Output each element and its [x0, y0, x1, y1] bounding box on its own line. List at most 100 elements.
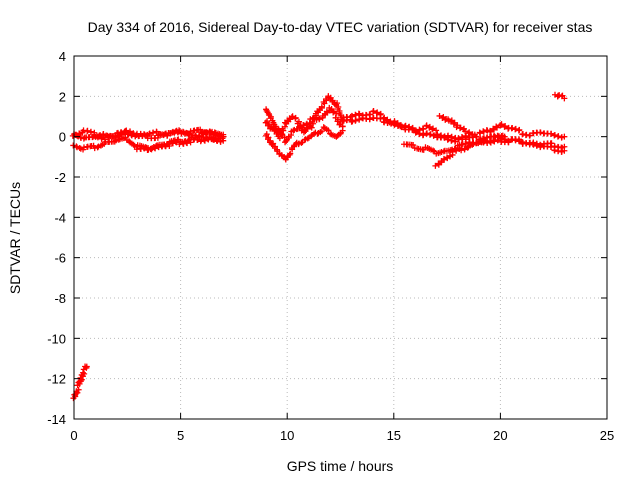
data-point	[462, 128, 469, 135]
data-point	[493, 123, 500, 130]
series-segment	[262, 93, 346, 142]
data-point	[119, 130, 126, 137]
chart-title: Day 334 of 2016, Sidereal Day-to-day VTE…	[88, 19, 593, 35]
data-point	[441, 133, 448, 140]
data-point	[561, 95, 568, 102]
x-tick-label: 5	[177, 428, 184, 443]
data-point	[75, 386, 82, 393]
data-point	[153, 128, 160, 135]
data-point	[220, 133, 227, 140]
data-point	[112, 134, 119, 141]
x-axis-label: GPS time / hours	[287, 458, 394, 474]
data-point	[483, 127, 490, 134]
y-tick-label: -8	[54, 291, 66, 306]
data-point	[79, 369, 86, 376]
data-point	[461, 145, 468, 152]
data-point	[323, 108, 330, 115]
data-point	[561, 133, 568, 140]
data-point	[325, 127, 332, 134]
data-point	[419, 132, 426, 139]
data-point	[303, 121, 310, 128]
y-tick-label: -10	[47, 331, 66, 346]
data-point	[91, 132, 98, 139]
data-point	[76, 145, 83, 152]
series-segment	[436, 112, 478, 139]
data-point	[409, 126, 416, 133]
data-point	[115, 132, 122, 139]
data-point	[286, 151, 293, 158]
data-point	[561, 147, 568, 154]
data-point	[298, 139, 305, 146]
data-point	[558, 134, 565, 141]
x-tick-label: 0	[70, 428, 77, 443]
data-point	[292, 115, 299, 122]
y-tick-label: 4	[59, 49, 66, 64]
data-point	[501, 133, 508, 140]
data-point	[419, 125, 426, 132]
data-point	[339, 127, 346, 134]
data-point	[94, 144, 101, 151]
data-points	[69, 91, 568, 402]
data-point	[318, 103, 325, 110]
y-tick-label: -4	[54, 210, 66, 225]
y-axis-label: SDTVAR / TECUs	[7, 182, 23, 294]
plot-frame	[73, 55, 608, 420]
data-point	[430, 147, 437, 154]
data-point	[70, 142, 77, 149]
data-point	[318, 128, 325, 135]
data-point	[290, 127, 297, 134]
data-point	[94, 134, 101, 141]
data-point	[497, 122, 504, 129]
data-point	[91, 145, 98, 152]
y-tick-label: 2	[59, 89, 66, 104]
data-point	[288, 114, 295, 121]
data-point	[275, 133, 282, 140]
data-point	[547, 144, 554, 151]
data-point	[442, 116, 449, 123]
data-point	[74, 144, 81, 151]
data-point	[515, 127, 522, 134]
data-point	[429, 126, 436, 133]
data-point	[435, 160, 442, 167]
data-point	[123, 127, 130, 134]
data-point	[490, 126, 497, 133]
data-point	[387, 120, 394, 127]
y-tick-label: -6	[54, 251, 66, 266]
data-point	[262, 119, 269, 126]
x-tick-label: 20	[493, 428, 507, 443]
series-segment	[69, 126, 227, 143]
data-point	[490, 125, 497, 132]
data-point	[501, 123, 508, 130]
data-point	[458, 147, 465, 154]
series-segment	[70, 363, 90, 402]
data-point	[465, 130, 472, 137]
series-segment	[133, 133, 227, 153]
data-point	[304, 135, 311, 142]
data-point	[465, 143, 472, 150]
y-tick-label: -12	[47, 372, 66, 387]
data-point	[373, 110, 380, 117]
data-point	[526, 132, 533, 139]
data-point	[537, 144, 544, 151]
data-point	[440, 155, 447, 162]
series-segment	[339, 114, 568, 142]
data-point	[355, 110, 362, 117]
data-point	[366, 116, 373, 123]
data-point	[83, 363, 90, 370]
data-point	[330, 109, 337, 116]
series-segment	[262, 124, 346, 163]
data-point	[370, 108, 377, 115]
x-tick-label: 25	[600, 428, 614, 443]
data-point	[487, 127, 494, 134]
data-point	[491, 137, 498, 144]
series-segment	[401, 132, 568, 157]
data-point	[547, 130, 554, 137]
data-point	[316, 115, 323, 122]
data-point	[443, 154, 450, 161]
data-point	[558, 148, 565, 155]
data-point	[430, 125, 437, 132]
series-0	[69, 91, 568, 402]
data-point	[377, 115, 384, 122]
